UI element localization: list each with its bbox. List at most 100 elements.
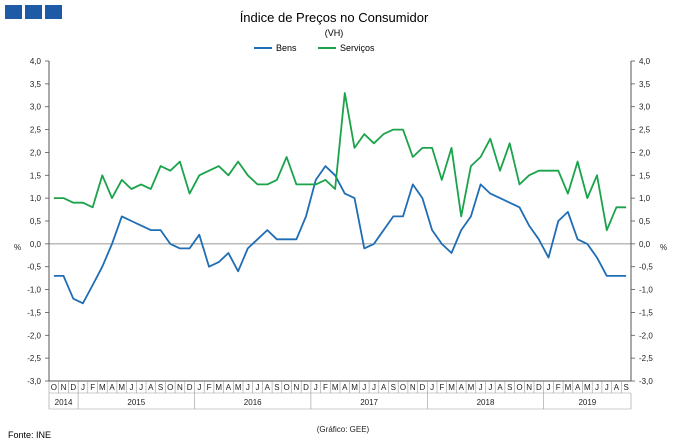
y-tick-label-right: 1,0 — [639, 194, 651, 203]
x-tick-label-month: J — [430, 383, 434, 392]
x-tick-label-month: A — [459, 383, 465, 392]
x-tick-label-month: A — [109, 383, 115, 392]
series-line-bens — [53, 165, 627, 305]
x-tick-label-month: A — [614, 383, 620, 392]
x-tick-label-month: M — [565, 383, 572, 392]
y-tick-label-left: -3,0 — [27, 377, 41, 386]
x-tick-label-month: O — [516, 383, 522, 392]
x-tick-label-month: M — [351, 383, 358, 392]
x-tick-label-month: J — [479, 383, 483, 392]
x-tick-label-month: M — [448, 383, 455, 392]
y-axis-unit-right: % — [660, 243, 667, 252]
x-tick-label-month: D — [187, 383, 193, 392]
x-tick-label-month: D — [420, 383, 426, 392]
y-tick-label-right: 0,5 — [639, 217, 651, 226]
x-tick-label-month: O — [51, 383, 57, 392]
y-tick-label-right: 3,0 — [639, 103, 651, 112]
x-tick-label-month: J — [595, 383, 599, 392]
x-tick-label-month: J — [256, 383, 260, 392]
y-tick-label-left: 3,0 — [30, 103, 42, 112]
x-tick-label-month: O — [284, 383, 290, 392]
y-tick-label-left: 1,5 — [30, 171, 42, 180]
x-tick-label-month: N — [177, 383, 183, 392]
x-tick-label-year: 2018 — [477, 398, 495, 407]
x-tick-label-month: F — [323, 383, 328, 392]
y-tick-label-right: -2,0 — [639, 331, 653, 340]
legend-label-servicos: Serviços — [340, 43, 375, 53]
logo-block — [45, 5, 62, 19]
x-tick-label-month: A — [381, 383, 387, 392]
y-tick-label-left: 4,0 — [30, 57, 42, 66]
x-tick-label-month: J — [246, 383, 250, 392]
y-tick-label-left: 3,5 — [30, 80, 42, 89]
y-tick-label-right: -0,5 — [639, 263, 653, 272]
x-tick-label-month: N — [410, 383, 416, 392]
x-tick-label-month: M — [215, 383, 222, 392]
x-tick-label-month: J — [197, 383, 201, 392]
x-tick-label-month: J — [547, 383, 551, 392]
x-tick-label-month: A — [226, 383, 232, 392]
x-tick-label-month: S — [391, 383, 396, 392]
y-tick-label-left: -1,5 — [27, 308, 41, 317]
x-tick-label-month: S — [274, 383, 279, 392]
x-tick-label-month: A — [342, 383, 348, 392]
x-tick-label-month: M — [99, 383, 106, 392]
x-tick-label-month: O — [400, 383, 406, 392]
x-tick-label-month: S — [623, 383, 628, 392]
x-tick-label-month: J — [362, 383, 366, 392]
legend: Bens Serviços — [254, 43, 375, 53]
y-tick-label-left: 2,5 — [30, 126, 42, 135]
x-tick-label-month: J — [605, 383, 609, 392]
x-tick-label-year: 2015 — [127, 398, 145, 407]
x-tick-label-month: N — [526, 383, 532, 392]
chart-title: Índice de Preços no Consumidor — [240, 10, 429, 25]
x-tick-label-month: J — [129, 383, 133, 392]
x-tick-label-month: N — [61, 383, 67, 392]
x-tick-label-month: O — [167, 383, 173, 392]
x-tick-label-year: 2014 — [55, 398, 73, 407]
series-line-servicos — [53, 92, 627, 232]
x-tick-label-month: S — [158, 383, 163, 392]
x-tick-label-month: D — [536, 383, 542, 392]
logo-block — [5, 5, 22, 19]
x-tick-label-month: J — [81, 383, 85, 392]
x-tick-label-month: A — [497, 383, 503, 392]
source-note: Fonte: INE — [8, 430, 51, 440]
logo-block — [25, 5, 42, 19]
legend-label-bens: Bens — [276, 43, 297, 53]
x-tick-label-month: M — [468, 383, 475, 392]
y-tick-label-right: 1,5 — [639, 171, 651, 180]
y-tick-label-left: -2,5 — [27, 354, 41, 363]
x-tick-label-month: J — [139, 383, 143, 392]
x-tick-label-month: J — [372, 383, 376, 392]
y-tick-label-right: 4,0 — [639, 57, 651, 66]
y-tick-label-left: -2,0 — [27, 331, 41, 340]
y-tick-label-right: -3,0 — [639, 377, 653, 386]
x-tick-label-month: J — [488, 383, 492, 392]
chart-credit: (Gráfico: GEE) — [317, 425, 370, 434]
y-tick-label-left: 0,5 — [30, 217, 42, 226]
x-tick-label-year: 2016 — [244, 398, 262, 407]
x-tick-label-month: F — [439, 383, 444, 392]
y-axis-unit-left: % — [14, 243, 21, 252]
x-tick-label-month: M — [235, 383, 242, 392]
x-tick-label-month: M — [584, 383, 591, 392]
y-tick-label-left: -1,0 — [27, 286, 41, 295]
y-tick-label-right: -1,5 — [639, 308, 653, 317]
x-tick-label-month: F — [556, 383, 561, 392]
x-tick-label-month: S — [507, 383, 512, 392]
x-tick-label-month: M — [332, 383, 339, 392]
x-tick-label-month: M — [118, 383, 125, 392]
y-tick-label-right: 2,0 — [639, 148, 651, 157]
y-tick-label-left: -0,5 — [27, 263, 41, 272]
x-tick-label-month: A — [265, 383, 271, 392]
x-tick-label-month: A — [148, 383, 154, 392]
chart-subtitle: (VH) — [325, 28, 344, 38]
y-tick-label-right: -2,5 — [639, 354, 653, 363]
x-tick-label-month: F — [207, 383, 212, 392]
logo — [5, 5, 62, 19]
x-tick-label-month: A — [575, 383, 581, 392]
x-tick-label-month: N — [293, 383, 299, 392]
y-tick-label-right: 2,5 — [639, 126, 651, 135]
